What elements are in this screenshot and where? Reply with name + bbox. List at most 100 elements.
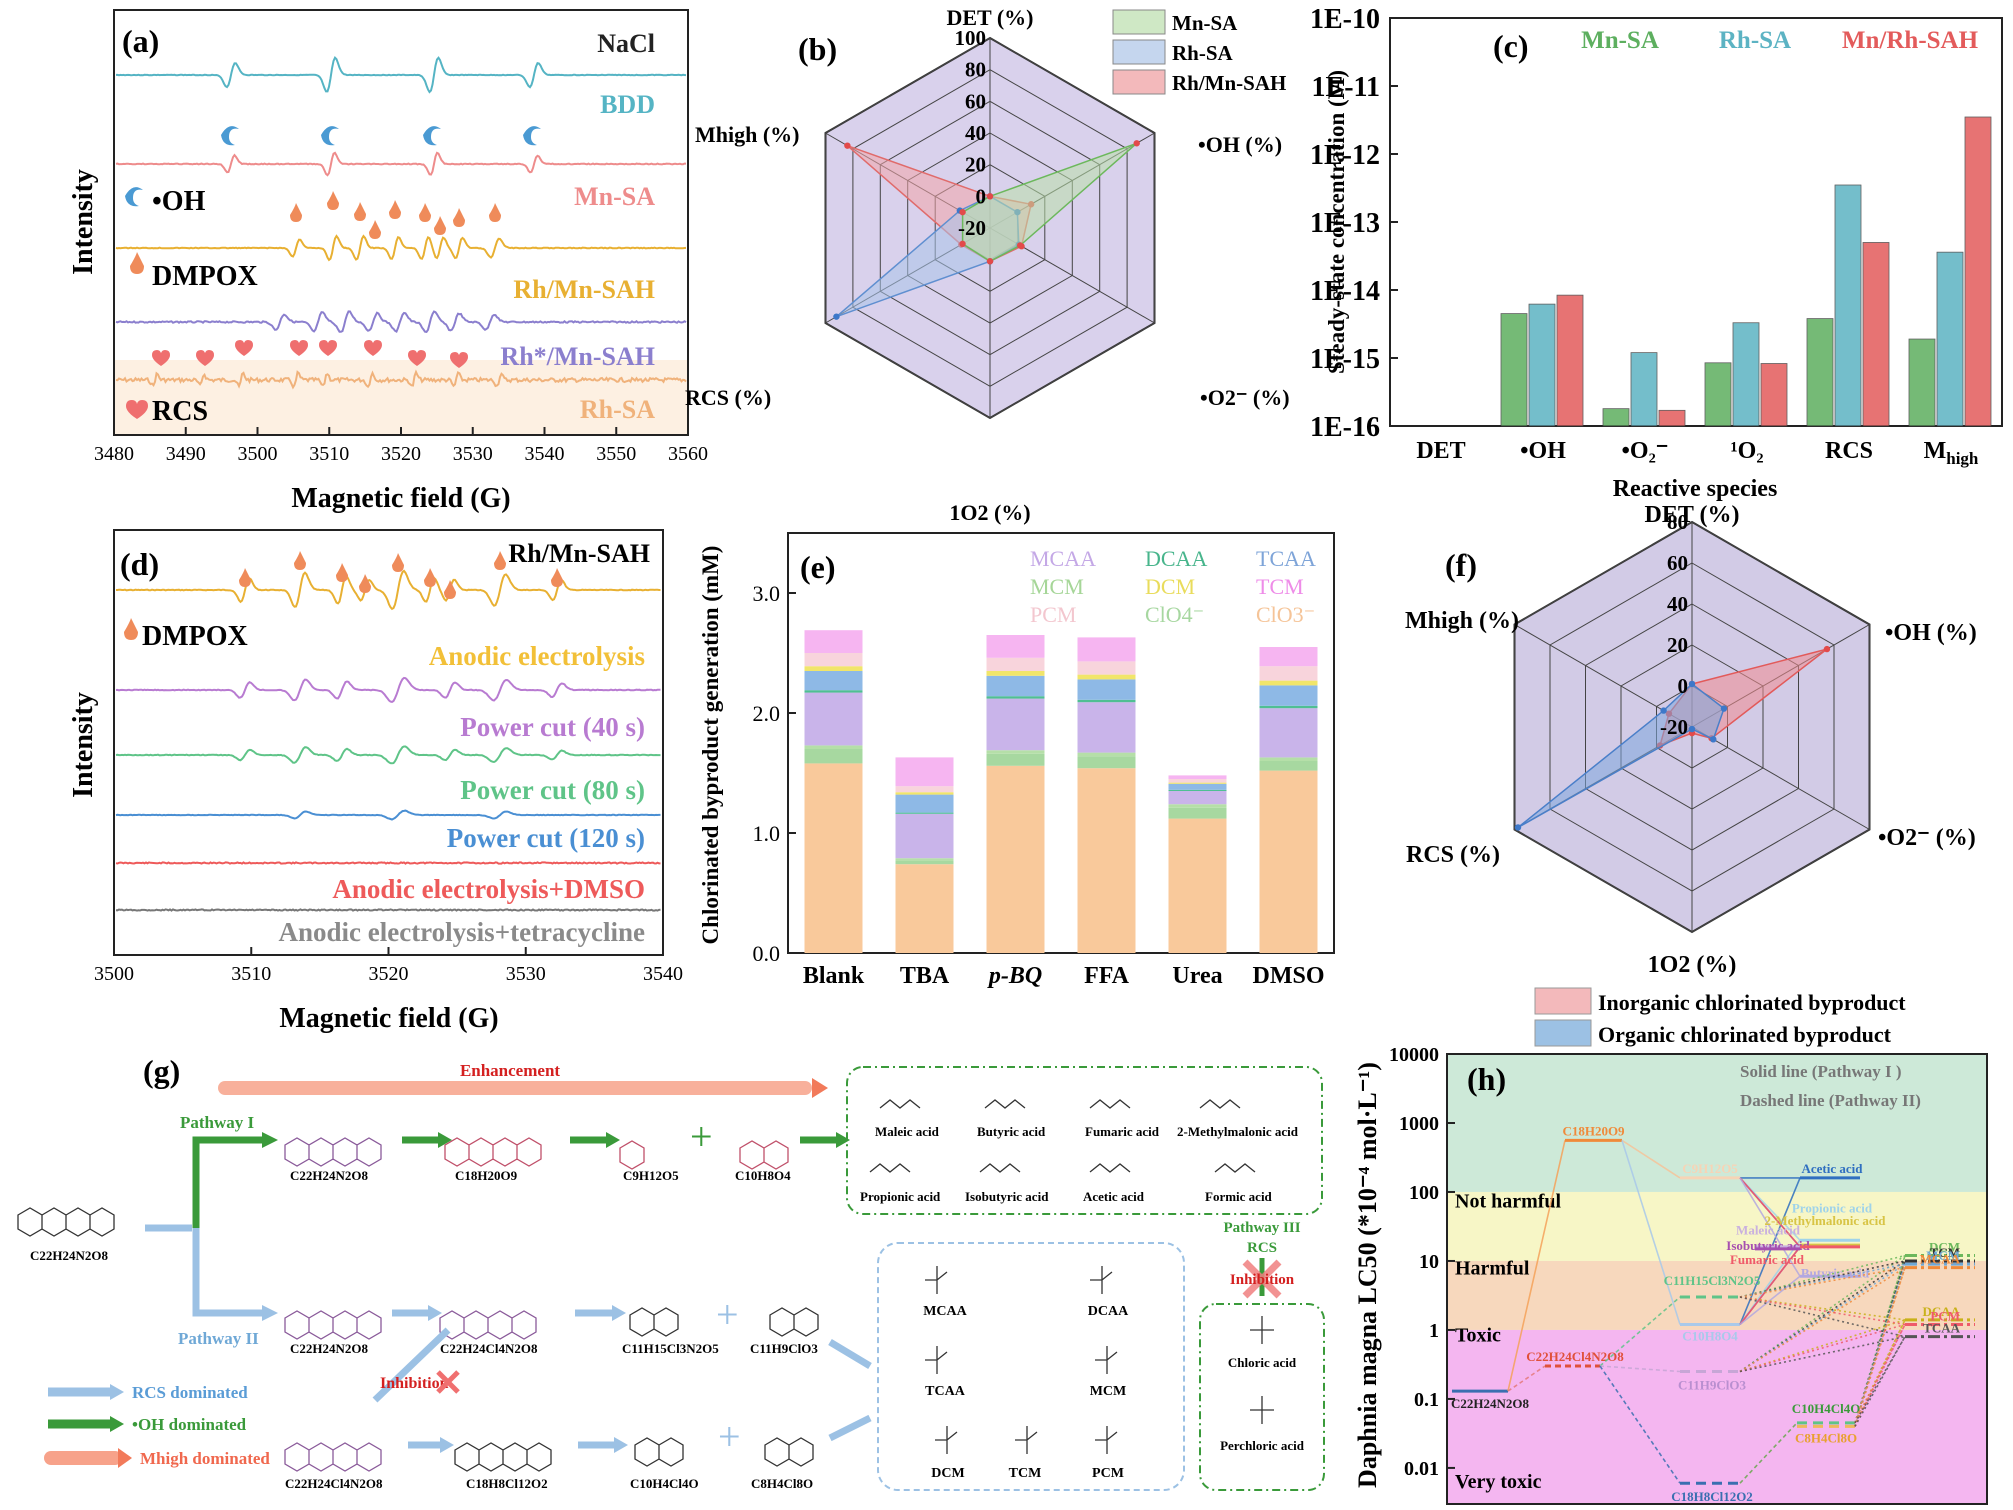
p2b-formula-2: C10H4Cl4O xyxy=(630,1476,699,1491)
h-label: C22H24Cl4N2O8 xyxy=(1526,1349,1624,1364)
trace-d-cut120 xyxy=(115,861,661,865)
acid-propionic: Propionic acid xyxy=(860,1189,941,1204)
dmpox-marker-d xyxy=(444,580,456,599)
x-tick-c: Mhigh xyxy=(1924,438,1979,468)
b-radar-rtick: 20 xyxy=(965,153,986,177)
dmpox-marker-d xyxy=(494,551,506,570)
dmpox-marker-d xyxy=(294,551,306,570)
bar-e-segment xyxy=(1168,818,1227,953)
y-axis-label-a: Intensity xyxy=(68,169,99,275)
bar-e-segment xyxy=(1168,782,1227,784)
bar-c-2 xyxy=(1862,242,1890,427)
trace-label-bdd: BDD xyxy=(600,90,655,119)
dmpox-legend-icon-d xyxy=(124,618,138,640)
legend-dmpox: DMPOX xyxy=(152,261,258,292)
legend-b-swatch-rh xyxy=(1112,39,1166,65)
x-axis-label-d: Magnetic field (G) xyxy=(279,1003,498,1034)
bar-e-segment xyxy=(986,657,1045,671)
pathway-3-label: Pathway III xyxy=(1223,1220,1300,1236)
dmpox-marker-d xyxy=(424,568,436,587)
h-connector xyxy=(1739,1254,1906,1298)
radar-f-axis-det: DET (%) xyxy=(1645,502,1740,528)
radar-b-axis-1o2: 1O2 (%) xyxy=(949,500,1030,525)
cl-structure xyxy=(1095,1426,1118,1454)
legend-f-swatch-inorg xyxy=(1534,987,1592,1015)
bar-e-segment xyxy=(1168,783,1227,790)
y-tick-e: 1.0 xyxy=(753,821,781,846)
bar-e-segment xyxy=(1077,637,1136,662)
rcs-legend-icon xyxy=(126,400,148,419)
legend-b-rh: Rh-SA xyxy=(1172,41,1234,65)
cl-tcm: TCM xyxy=(1009,1466,1042,1481)
toxicity-level-3: Very toxic xyxy=(1455,1471,1542,1493)
oh-marker xyxy=(221,126,239,146)
bar-e-segment xyxy=(804,749,863,764)
bar-e-segment xyxy=(1077,674,1136,680)
y-tick-e: 0.0 xyxy=(753,941,781,966)
bar-e-segment xyxy=(895,792,954,795)
b-radar-rtick: 40 xyxy=(965,121,986,145)
inorganic-structure xyxy=(1250,1396,1274,1424)
bar-e-segment xyxy=(1259,757,1318,761)
h-connector xyxy=(1854,1324,1906,1427)
panel-label-f: (f) xyxy=(1445,547,1477,583)
x-tick-e: Blank xyxy=(803,963,865,989)
plus-3: + xyxy=(718,1414,741,1459)
trace-label-rh-star: Rh*/Mn-SAH xyxy=(500,342,655,371)
b-radar-point xyxy=(959,208,966,216)
legend-b-rhmn: Rh/Mn-SAH xyxy=(1172,71,1286,95)
trace-d-anodic xyxy=(115,676,661,703)
cl-structure xyxy=(925,1266,948,1294)
legend-e-tcaa: TCAA xyxy=(1256,546,1316,571)
h-label: C18H20O9 xyxy=(1562,1123,1625,1138)
x-tick-c: •OH xyxy=(1520,438,1566,464)
trace-label-rh-sa: Rh-SA xyxy=(580,395,655,424)
rcs-marker xyxy=(196,350,214,366)
toxicity-level-1: Harmful xyxy=(1455,1258,1530,1280)
bar-c-0 xyxy=(1806,318,1834,427)
bar-e-segment xyxy=(1259,680,1318,686)
bar-e-segment xyxy=(986,750,1045,754)
legend-oh: •OH xyxy=(152,186,206,217)
bar-e-segment xyxy=(1259,685,1318,706)
dmpox-marker xyxy=(327,191,339,210)
dmpox-marker xyxy=(453,208,465,227)
h-label: C11H9ClO3 xyxy=(1678,1377,1746,1392)
h-label: C10H8O4 xyxy=(1682,1328,1738,1343)
trace-label-d4: Power cut (120 s) xyxy=(447,823,645,853)
x-tick-a: 3530 xyxy=(453,443,493,465)
legend-g-oh: •OH dominated xyxy=(132,1415,247,1434)
trace-label-d2: Power cut (40 s) xyxy=(460,712,645,742)
p2b-formula-3: C8H4Cl8O xyxy=(751,1476,813,1491)
acid-formic: Formic acid xyxy=(1205,1189,1273,1204)
chlorinated-box xyxy=(877,1242,1185,1491)
cl-mcaa: MCAA xyxy=(923,1304,967,1319)
bar-e-segment xyxy=(1259,647,1318,667)
y-axis-label-e: Chlorinated byproduct generation (mM) xyxy=(698,546,723,945)
b-radar-rtick: 0 xyxy=(976,184,987,208)
h-label: Fumaric acid xyxy=(1730,1252,1805,1267)
bar-e-segment xyxy=(804,692,863,746)
x-tick-d: 3510 xyxy=(231,963,271,985)
molecule-p2-0 xyxy=(284,1310,382,1340)
x-tick-e: FFA xyxy=(1084,963,1130,989)
cl-tcaa: TCAA xyxy=(925,1384,966,1399)
bar-e-segment xyxy=(895,794,954,813)
bar-c-1 xyxy=(1834,184,1862,427)
y-axis-label-d: Intensity xyxy=(68,692,99,798)
legend-c-rh: Rh-SA xyxy=(1719,27,1791,54)
f-radar-point xyxy=(1823,645,1831,653)
x-tick-a: 3500 xyxy=(238,443,278,465)
f-radar-point xyxy=(1688,725,1696,733)
f-radar-rtick: 80 xyxy=(1667,510,1688,534)
bar-e-segment xyxy=(1259,666,1318,681)
toxicity-level-0: Not harmful xyxy=(1455,1191,1562,1213)
legend-e-dcm: DCM xyxy=(1145,574,1195,599)
y-tick-h: 0.1 xyxy=(1414,1389,1439,1411)
legend-e-pcm: PCM xyxy=(1030,602,1076,627)
acid-fumaric: Fumaric acid xyxy=(1085,1124,1160,1139)
radar-b-axis-oh: •OH (%) xyxy=(1198,132,1282,157)
panel-a: (a) NaCl BDD Mn-SA Rh/Mn-SAH Rh*/Mn-SAH … xyxy=(68,9,708,514)
b-radar-rtick: 80 xyxy=(965,58,986,82)
inorganic-box xyxy=(1199,1303,1325,1491)
